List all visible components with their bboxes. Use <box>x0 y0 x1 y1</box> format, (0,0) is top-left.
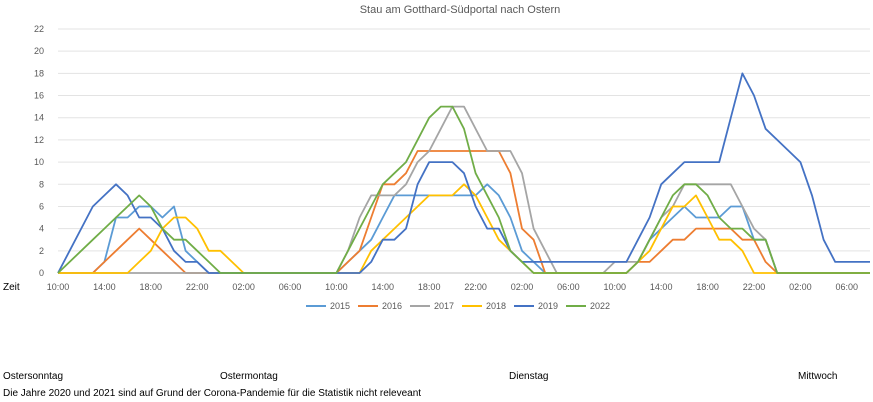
y-tick-label: 8 <box>39 179 44 189</box>
x-tick-label: 06:00 <box>836 282 859 292</box>
legend-label-2019: 2019 <box>538 301 558 311</box>
x-tick-label: 06:00 <box>557 282 580 292</box>
y-tick-label: 0 <box>39 268 44 278</box>
x-tick-label: 14:00 <box>650 282 673 292</box>
x-tick-label: 22:00 <box>743 282 766 292</box>
legend-label-2017: 2017 <box>434 301 454 311</box>
x-tick-label: 02:00 <box>232 282 255 292</box>
y-tick-label: 16 <box>34 91 44 101</box>
y-tick-label: 2 <box>39 246 44 256</box>
y-tick-label: 4 <box>39 224 44 234</box>
series-line-2015 <box>58 183 870 274</box>
x-tick-label: 14:00 <box>93 282 116 292</box>
series-line-2022 <box>57 105 870 274</box>
y-tick-label: 10 <box>34 157 44 167</box>
x-tick-label: 06:00 <box>279 282 302 292</box>
day-label-dienstag: Dienstag <box>509 371 549 382</box>
y-tick-label: 14 <box>34 113 44 123</box>
legend-label-2016: 2016 <box>382 301 402 311</box>
x-tick-label: 22:00 <box>464 282 487 292</box>
series-line-2016 <box>58 150 870 274</box>
legend-label-2015: 2015 <box>330 301 350 311</box>
y-tick-label: 12 <box>34 135 44 145</box>
series-lines <box>57 72 870 274</box>
y-tick-label: 6 <box>39 201 44 211</box>
legend-label-2018: 2018 <box>486 301 506 311</box>
x-tick-label: 18:00 <box>696 282 719 292</box>
day-label-ostersonntag: Ostersonntag <box>3 371 64 382</box>
x-tick-label: 10:00 <box>47 282 70 292</box>
y-tick-label: 20 <box>34 46 44 56</box>
series-line-2017 <box>58 105 870 274</box>
chart-title: Stau am Gotthard-Südportal nach Ostern <box>360 4 561 16</box>
x-tick-label: 14:00 <box>372 282 395 292</box>
x-axis-tick-labels: 10:00 14:00 18:00 22:00 02:00 06:00 10:00 14:00… <box>47 282 858 292</box>
x-tick-label: 10:00 <box>325 282 348 292</box>
legend-label-2022: 2022 <box>590 301 610 311</box>
y-axis-tick-labels: 0 2 4 6 8 10 12 14 16 18 20 22 <box>34 24 44 278</box>
series-line-2019 <box>57 72 870 274</box>
day-label-mittwoch: Mittwoch <box>798 371 838 382</box>
x-tick-label: 02:00 <box>511 282 534 292</box>
x-axis-label: Zeit <box>3 282 20 293</box>
x-tick-label: 02:00 <box>789 282 812 292</box>
y-tick-label: 18 <box>34 68 44 78</box>
x-tick-label: 22:00 <box>186 282 209 292</box>
x-tick-label: 10:00 <box>604 282 627 292</box>
day-label-ostermontag: Ostermontag <box>220 371 278 382</box>
x-tick-label: 18:00 <box>140 282 163 292</box>
chart-legend: 2015 2016 2017 2018 2019 2022 <box>306 301 610 311</box>
footnote: Die Jahre 2020 und 2021 sind auf Grund d… <box>3 388 422 399</box>
series-line-2018 <box>58 183 870 274</box>
x-tick-label: 18:00 <box>418 282 441 292</box>
y-tick-label: 22 <box>34 24 44 34</box>
